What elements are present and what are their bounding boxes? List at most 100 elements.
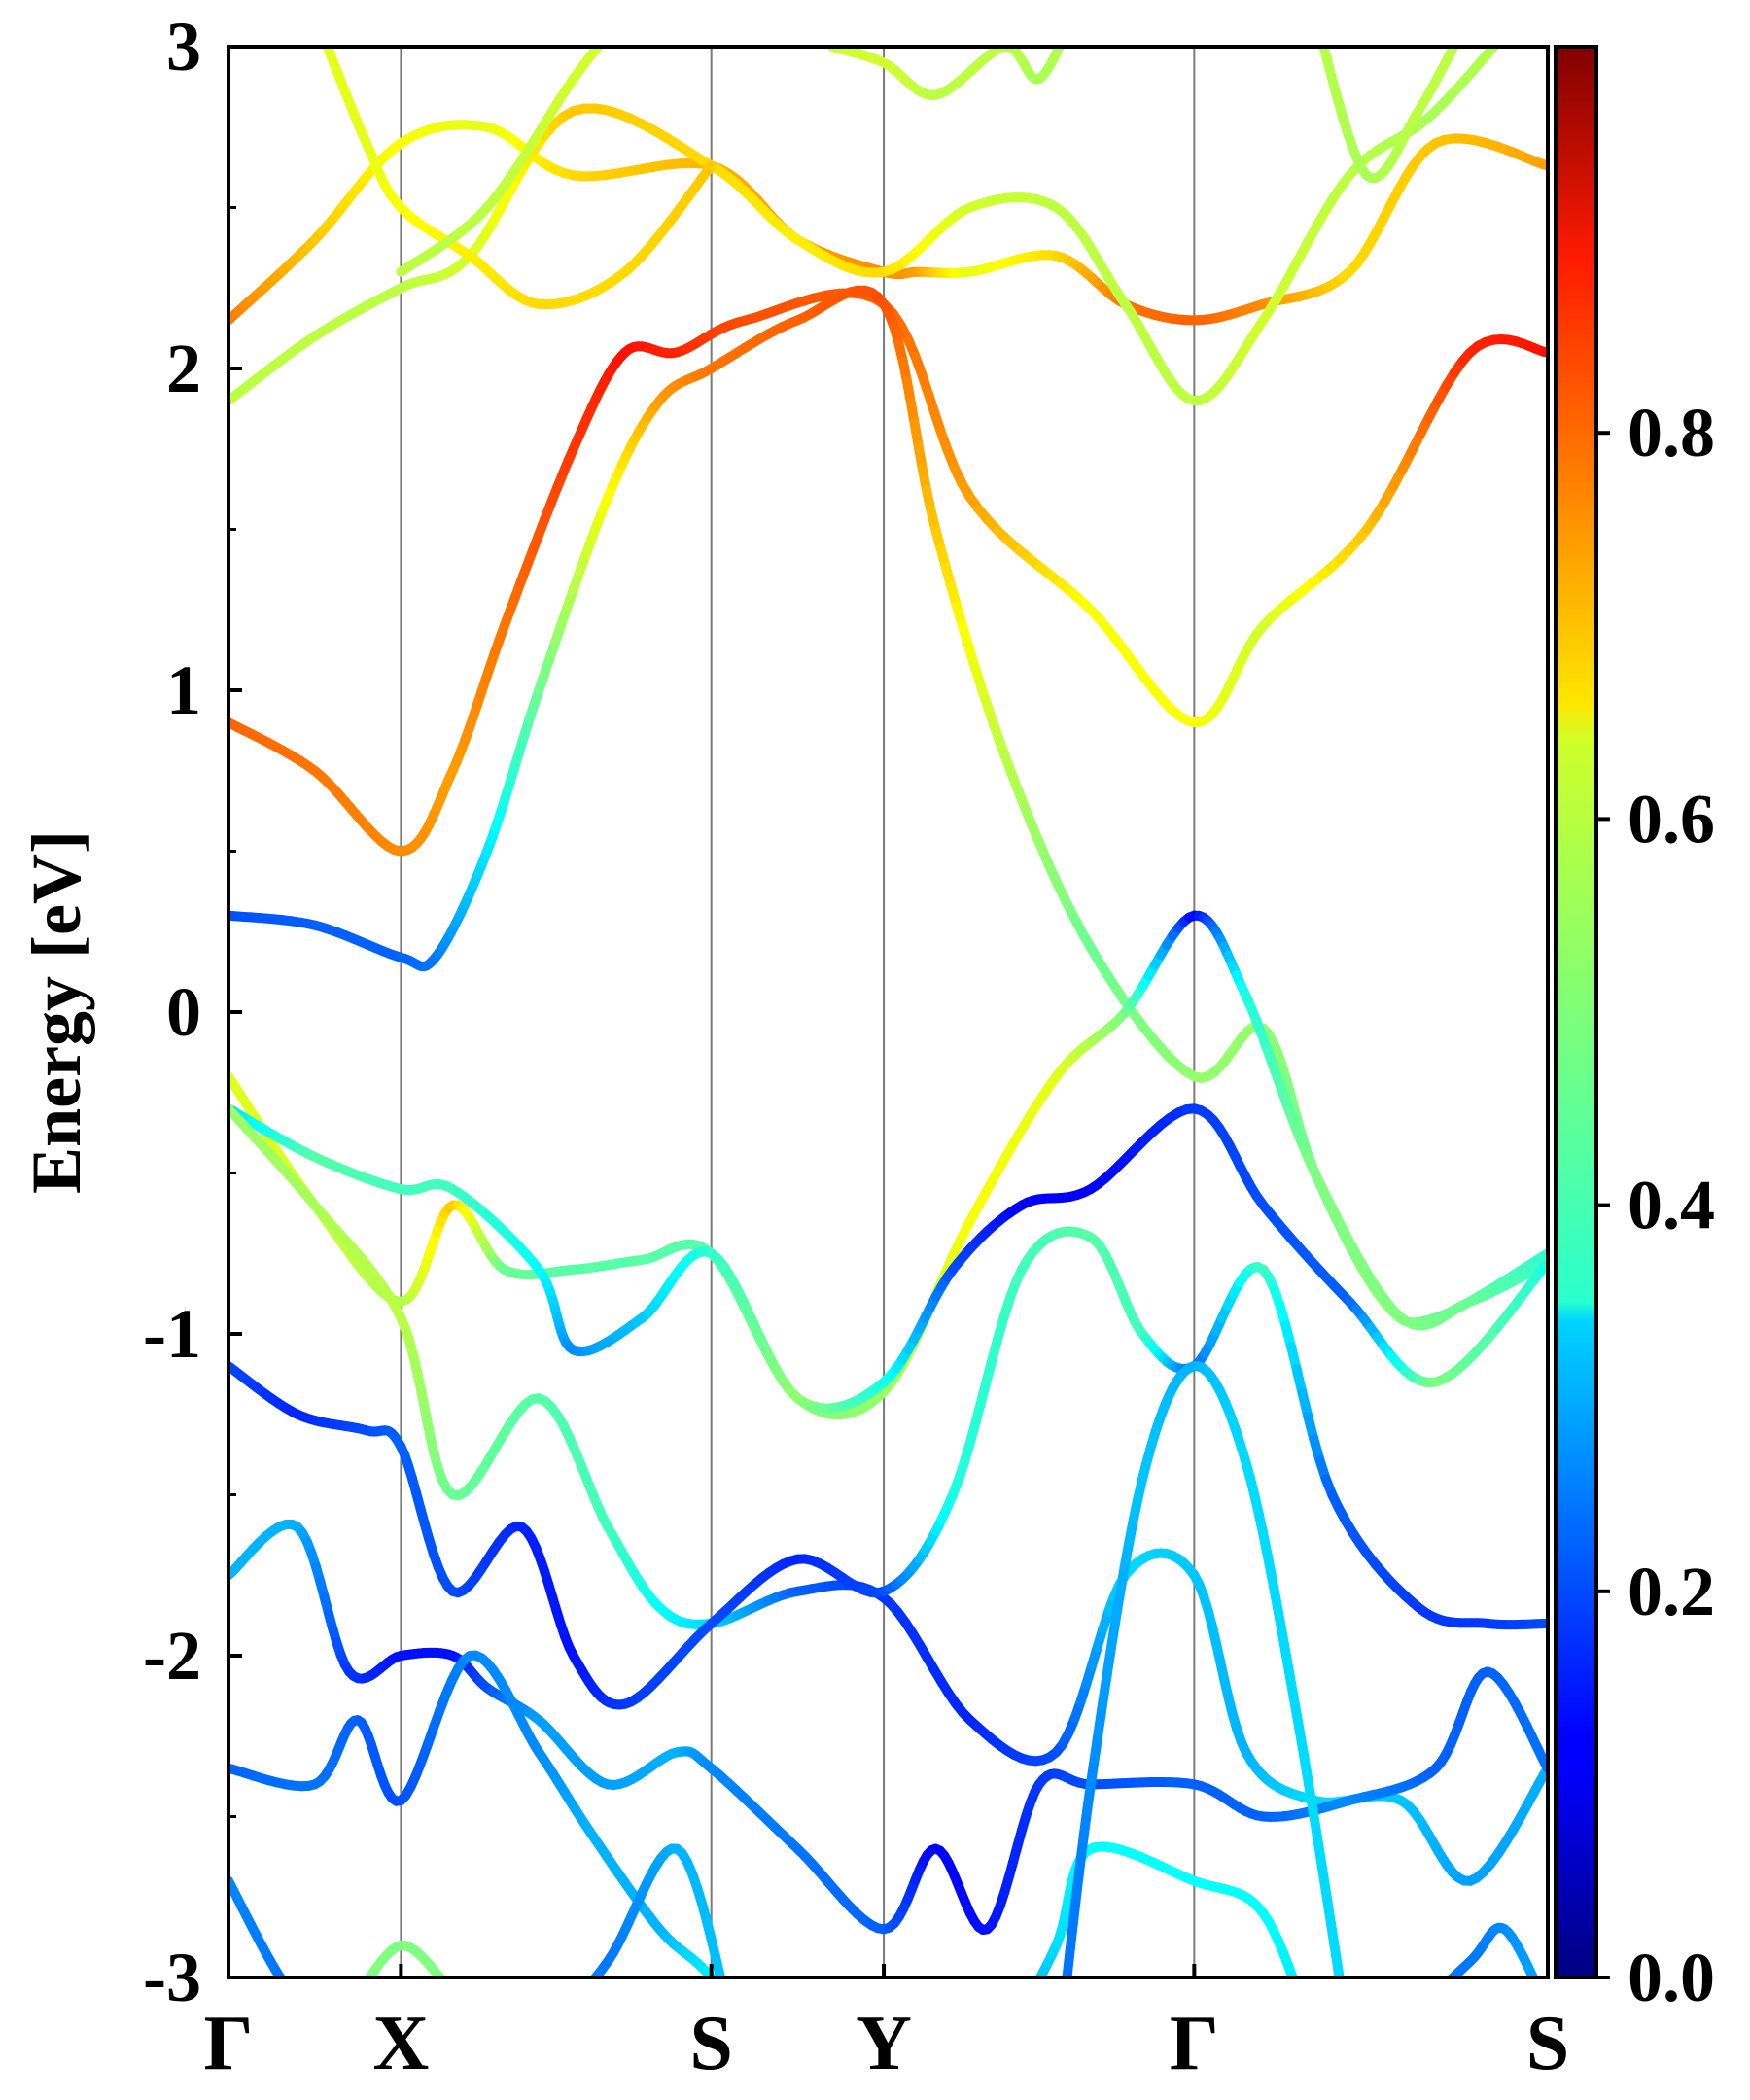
band-segment [1405, 2018, 1410, 2022]
band-segment [1068, 22, 1070, 28]
band-segment [309, 2015, 314, 2021]
band-segment [551, 2022, 557, 2028]
band-segment [1298, 1992, 1302, 2005]
band-segment [365, 1977, 370, 1978]
band-segment [609, 29, 612, 34]
colorbar-axis: 0.0 0.2 0.4 0.6 0.8 [1596, 394, 1715, 2016]
band-segment [1317, 23, 1320, 35]
band-segment [1060, 2022, 1062, 2043]
band-segment [1306, 2016, 1310, 2027]
band-segment [1401, 2022, 1405, 2025]
band-segment [1518, 7, 1527, 18]
band-10 [1014, 1841, 1315, 2042]
band-segment [569, 2001, 576, 2009]
band-lines [228, 0, 1548, 2074]
band-segment [1316, 1861, 1332, 1903]
band-segment [321, 29, 325, 39]
band-segment [749, 2029, 755, 2039]
band-segment [1409, 2013, 1414, 2018]
band-segment [1019, 2009, 1024, 2017]
band-segment [582, 1985, 589, 1993]
band-segment [755, 2038, 761, 2047]
y-tick-label: -3 [143, 1939, 201, 2016]
band-segment [304, 2010, 309, 2015]
band-segment [557, 2015, 563, 2022]
band-segment [442, 1977, 444, 1978]
band-segment [1461, 25, 1465, 32]
y-tick-label: -2 [143, 1617, 201, 1695]
band-segment [576, 1994, 582, 2002]
band-3 [228, 910, 1548, 1420]
band-segment [359, 1989, 363, 1996]
band-segment [1024, 2000, 1029, 2009]
band-segment [605, 33, 609, 38]
band-segment [539, 2038, 542, 2042]
band-4 [228, 1103, 1548, 1414]
colorbar-tick-label: 0.6 [1628, 780, 1715, 858]
x-tick-label: X [372, 2001, 429, 2086]
band-segment [1427, 1996, 1434, 2002]
band-segment [723, 1989, 726, 2001]
band-segment [1014, 2016, 1018, 2024]
band-19 [826, 15, 1073, 100]
band-segment [327, 2035, 330, 2039]
y-tick-label: 0 [166, 973, 201, 1051]
band-segment [1056, 2060, 1058, 2074]
band-segment [1441, 1983, 1448, 1990]
band-segment [743, 2019, 750, 2029]
band-segment [616, 20, 619, 24]
y-tick-label: 2 [166, 330, 201, 407]
band-segment [1494, 47, 1500, 48]
x-tick-label: S [689, 2001, 733, 2086]
y-tick-label: -1 [143, 1295, 201, 1373]
band-segment [317, 21, 320, 30]
band-2 [228, 285, 1548, 1328]
band-segment [1058, 2043, 1060, 2060]
band-segment [1536, 1984, 1540, 1992]
x-tick-label: S [1526, 2001, 1570, 2086]
band-segment [1468, 15, 1471, 19]
y-axis: -3 -2 -1 0 1 2 3 [143, 8, 242, 2016]
band-7 [228, 1519, 1548, 1936]
band-segment [595, 47, 605, 50]
band-segment [1527, 0, 1535, 7]
band-segment [623, 15, 625, 18]
band-segment [762, 2048, 768, 2056]
band-segment [1302, 1768, 1317, 1809]
band-segment [323, 2031, 327, 2035]
x-tick-label: Γ [1170, 2001, 1219, 2086]
band-segment [1481, 47, 1500, 61]
band-segment [1420, 2002, 1427, 2008]
colorbar-tick-label: 0.0 [1628, 1939, 1715, 2016]
band-segment [290, 1991, 295, 1998]
band-segment [1029, 1990, 1033, 1999]
band-segment [767, 2055, 772, 2063]
band-segment [1062, 2000, 1065, 2022]
band-segment [1062, 35, 1065, 42]
band-16 [228, 0, 1535, 406]
band-segment [314, 2021, 319, 2026]
colorbar-tick-label: 0.8 [1628, 394, 1715, 472]
band-segment [1307, 1799, 1322, 1839]
y-tick-label: 1 [166, 651, 201, 729]
band-segment [1302, 2005, 1306, 2016]
band-segment [1312, 2035, 1315, 2042]
x-tick-label: Γ [204, 2001, 254, 2086]
band-segment [1310, 2027, 1312, 2036]
band-segment [1433, 1989, 1440, 1996]
band-segment [613, 24, 617, 28]
band-segment [447, 1987, 450, 1991]
band-segment [620, 18, 623, 20]
band-segment [1344, 2006, 1347, 2026]
band-segment [299, 2004, 304, 2010]
band-segment [1315, 15, 1318, 23]
band-segment [1415, 2008, 1420, 2013]
band-6 [228, 1226, 1548, 1710]
band-segment [1347, 2026, 1349, 2042]
colorbar-tick-label: 0.2 [1628, 1553, 1715, 1630]
band-segment [1540, 1993, 1543, 2000]
band-segment [1456, 33, 1460, 41]
band-segment [702, 160, 717, 176]
band-segment [1071, 15, 1073, 18]
